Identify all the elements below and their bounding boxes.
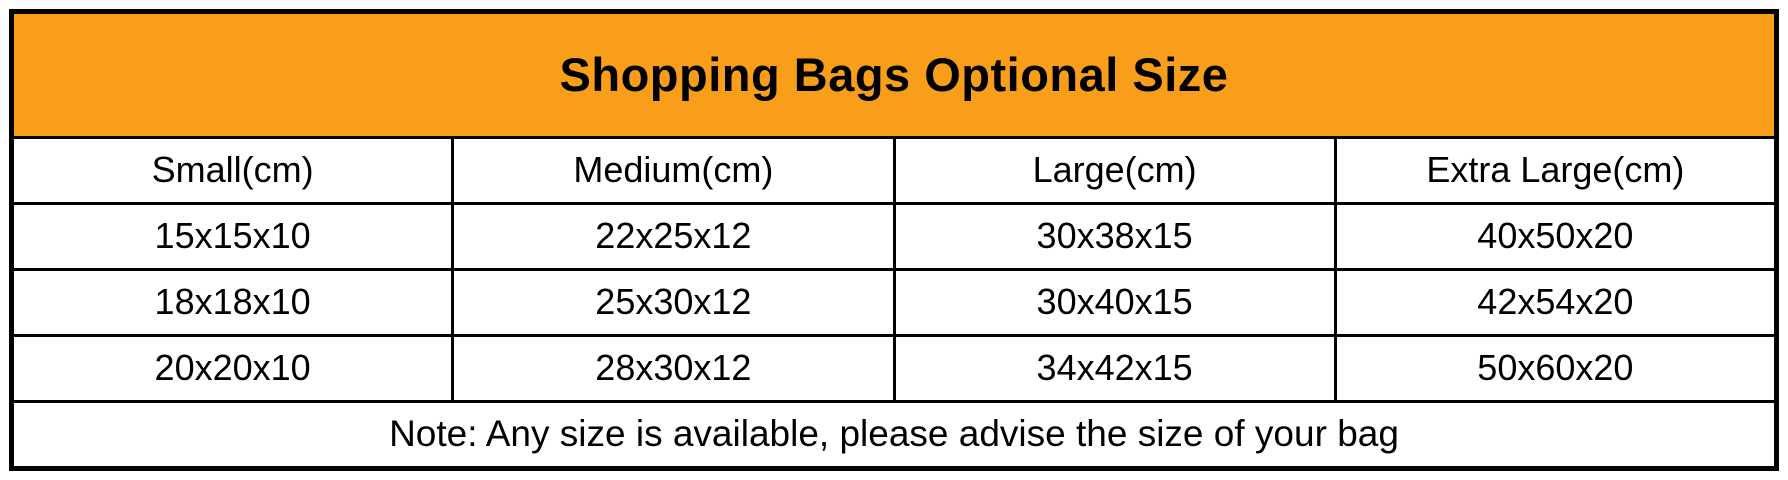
table-cell: 42x54x20: [1333, 267, 1779, 337]
table-cell: 25x30x12: [451, 267, 896, 337]
title-row: Shopping Bags Optional Size: [10, 10, 1778, 139]
table-row: 18x18x10 25x30x12 30x40x15 42x54x20: [9, 267, 1779, 337]
note-row: Note: Any size is available, please advi…: [10, 399, 1778, 471]
table-cell: 22x25x12: [451, 201, 896, 271]
table-title: Shopping Bags Optional Size: [10, 10, 1778, 139]
column-header-small: Small(cm): [9, 135, 455, 205]
table-cell: 28x30x12: [451, 333, 896, 403]
column-header-extra-large: Extra Large(cm): [1333, 135, 1779, 205]
table-cell: 34x42x15: [892, 333, 1337, 403]
table-cell: 15x15x10: [9, 201, 455, 271]
table-row: 20x20x10 28x30x12 34x42x15 50x60x20: [9, 333, 1779, 403]
table-cell: 18x18x10: [9, 267, 455, 337]
table-note: Note: Any size is available, please advi…: [10, 399, 1778, 471]
size-table: Shopping Bags Optional Size Small(cm) Me…: [9, 9, 1779, 471]
column-header-medium: Medium(cm): [451, 135, 896, 205]
table-cell: 20x20x10: [9, 333, 455, 403]
table-cell: 30x38x15: [892, 201, 1337, 271]
table-row: 15x15x10 22x25x12 30x38x15 40x50x20: [9, 201, 1779, 271]
table-cell: 50x60x20: [1333, 333, 1779, 403]
table-cell: 30x40x15: [892, 267, 1337, 337]
column-header-large: Large(cm): [892, 135, 1337, 205]
table-cell: 40x50x20: [1333, 201, 1779, 271]
header-row: Small(cm) Medium(cm) Large(cm) Extra Lar…: [9, 135, 1779, 205]
